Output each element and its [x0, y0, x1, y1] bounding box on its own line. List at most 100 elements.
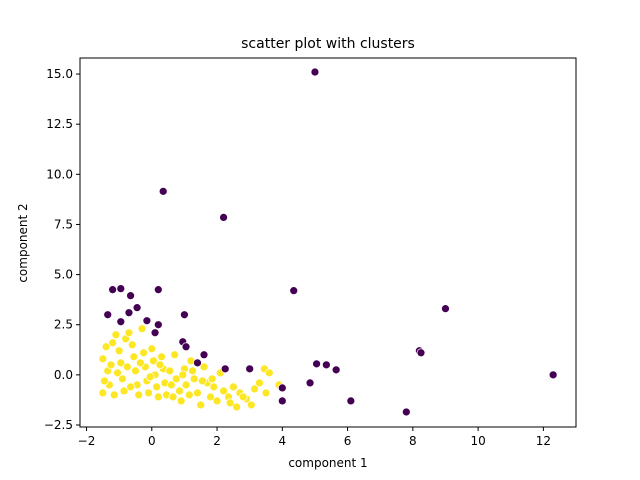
scatter-point-cluster-0 — [289, 286, 299, 296]
scatter-point-cluster-1 — [155, 360, 165, 370]
scatter-point-cluster-1 — [119, 386, 129, 396]
scatter-point-cluster-1 — [126, 382, 135, 392]
x-tick-label: 2 — [213, 434, 221, 448]
y-tick-label: 12.5 — [46, 117, 73, 131]
scatter-point-cluster-1 — [153, 392, 163, 402]
scatter-point-cluster-1 — [228, 382, 238, 392]
scatter-point-cluster-1 — [188, 366, 197, 376]
x-axis: −2 0 2 4 6 8 10 12 — [78, 427, 551, 448]
scatter-point-cluster-1 — [145, 372, 155, 382]
scatter-point-cluster-1 — [101, 342, 111, 352]
scatter-point-cluster-1 — [116, 358, 126, 368]
chart-title: scatter plot with clusters — [241, 36, 415, 52]
scatter-point-cluster-0 — [199, 350, 209, 360]
scatter-point-cluster-1 — [261, 388, 271, 398]
scatter-point-cluster-1 — [134, 390, 144, 400]
scatter-point-cluster-1 — [109, 390, 119, 400]
scatter-point-cluster-1 — [199, 362, 209, 372]
scatter-point-cluster-0 — [193, 358, 202, 368]
scatter-point-cluster-0 — [180, 310, 189, 320]
scatter-point-cluster-1 — [131, 366, 140, 376]
scatter-point-cluster-0 — [126, 291, 135, 301]
y-tick-label: 15.0 — [46, 67, 73, 81]
scatter-point-cluster-1 — [196, 400, 206, 410]
scatter-point-cluster-1 — [147, 344, 157, 354]
scatter-point-cluster-1 — [181, 380, 191, 390]
x-tick-label: 4 — [278, 434, 286, 448]
scatter-point-cluster-1 — [178, 370, 188, 380]
scatter-point-cluster-1 — [170, 350, 180, 360]
scatter-point-cluster-0 — [124, 308, 134, 318]
scatter-point-cluster-1 — [157, 352, 166, 362]
x-tick-label: 12 — [536, 434, 551, 448]
scatter-point-cluster-0 — [277, 396, 287, 406]
scatter-point-cluster-0 — [331, 365, 341, 375]
scatter-point-cluster-1 — [165, 366, 175, 376]
scatter-point-cluster-1 — [124, 328, 134, 338]
scatter-point-cluster-0 — [321, 360, 331, 370]
scatter-point-cluster-1 — [139, 348, 149, 358]
y-tick-label: 7.5 — [54, 217, 73, 231]
scatter-point-cluster-0 — [103, 310, 113, 320]
x-tick-label: 0 — [148, 434, 156, 448]
scatter-point-cluster-0 — [132, 303, 142, 313]
scatter-point-cluster-0 — [441, 304, 450, 314]
scatter-point-cluster-1 — [100, 376, 109, 386]
y-tick-label: 5.0 — [54, 268, 73, 282]
scatter-point-cluster-0 — [219, 213, 228, 222]
scatter-point-cluster-1 — [129, 352, 139, 362]
points-layer — [98, 67, 558, 417]
scatter-point-cluster-1 — [152, 382, 162, 392]
scatter-point-cluster-0 — [346, 396, 356, 406]
scatter-point-cluster-0 — [116, 284, 126, 293]
scatter-point-cluster-1 — [111, 330, 121, 340]
scatter-point-cluster-1 — [212, 396, 222, 406]
scatter-point-cluster-0 — [142, 316, 152, 326]
scatter-point-cluster-0 — [277, 383, 287, 393]
scatter-point-cluster-1 — [171, 374, 181, 384]
scatter-point-cluster-1 — [219, 386, 228, 396]
scatter-point-cluster-0 — [181, 342, 191, 352]
scatter-point-cluster-1 — [207, 374, 217, 384]
scatter-point-cluster-1 — [184, 390, 194, 400]
scatter-point-cluster-1 — [250, 384, 259, 394]
scatter-point-cluster-0 — [150, 328, 160, 338]
scatter-point-cluster-0 — [153, 320, 163, 330]
y-axis: −2.5 0.0 2.5 5.0 7.5 10.0 12.5 15.0 — [44, 67, 80, 432]
x-tick-label: 8 — [409, 434, 417, 448]
scatter-point-cluster-1 — [118, 374, 127, 384]
scatter-point-cluster-0 — [116, 317, 126, 327]
scatter-point-cluster-1 — [149, 356, 158, 366]
scatter-point-cluster-0 — [310, 67, 320, 77]
scatter-point-cluster-1 — [225, 398, 235, 408]
scatter-point-cluster-0 — [548, 370, 558, 380]
scatter-point-cluster-1 — [176, 396, 186, 406]
scatter-point-cluster-0 — [305, 378, 315, 388]
scatter-point-cluster-0 — [220, 364, 230, 374]
scatter-point-cluster-1 — [135, 358, 145, 368]
scatter-point-cluster-1 — [137, 324, 147, 334]
scatter-point-cluster-0 — [158, 186, 168, 196]
scatter-point-cluster-1 — [144, 388, 153, 398]
scatter-point-cluster-1 — [264, 368, 274, 378]
scatter-point-cluster-1 — [122, 362, 132, 372]
scatter-point-cluster-1 — [166, 380, 176, 390]
scatter-point-cluster-0 — [401, 407, 411, 417]
x-tick-label: 6 — [344, 434, 352, 448]
scatter-point-cluster-0 — [153, 285, 163, 295]
scatter-point-cluster-1 — [113, 368, 122, 378]
scatter-point-cluster-1 — [175, 386, 184, 396]
scatter-point-cluster-0 — [312, 359, 321, 369]
y-tick-label: 0.0 — [54, 368, 73, 382]
scatter-point-cluster-1 — [108, 338, 118, 348]
scatter-point-cluster-1 — [106, 360, 116, 370]
scatter-point-cluster-1 — [232, 402, 242, 412]
y-tick-label: −2.5 — [44, 418, 73, 432]
scatter-point-cluster-1 — [209, 382, 219, 392]
x-axis-label: component 1 — [288, 456, 367, 470]
scatter-point-cluster-1 — [98, 354, 108, 364]
scatter-point-cluster-1 — [114, 346, 124, 356]
scatter-point-cluster-1 — [246, 400, 256, 410]
scatter-point-cluster-1 — [238, 392, 248, 402]
